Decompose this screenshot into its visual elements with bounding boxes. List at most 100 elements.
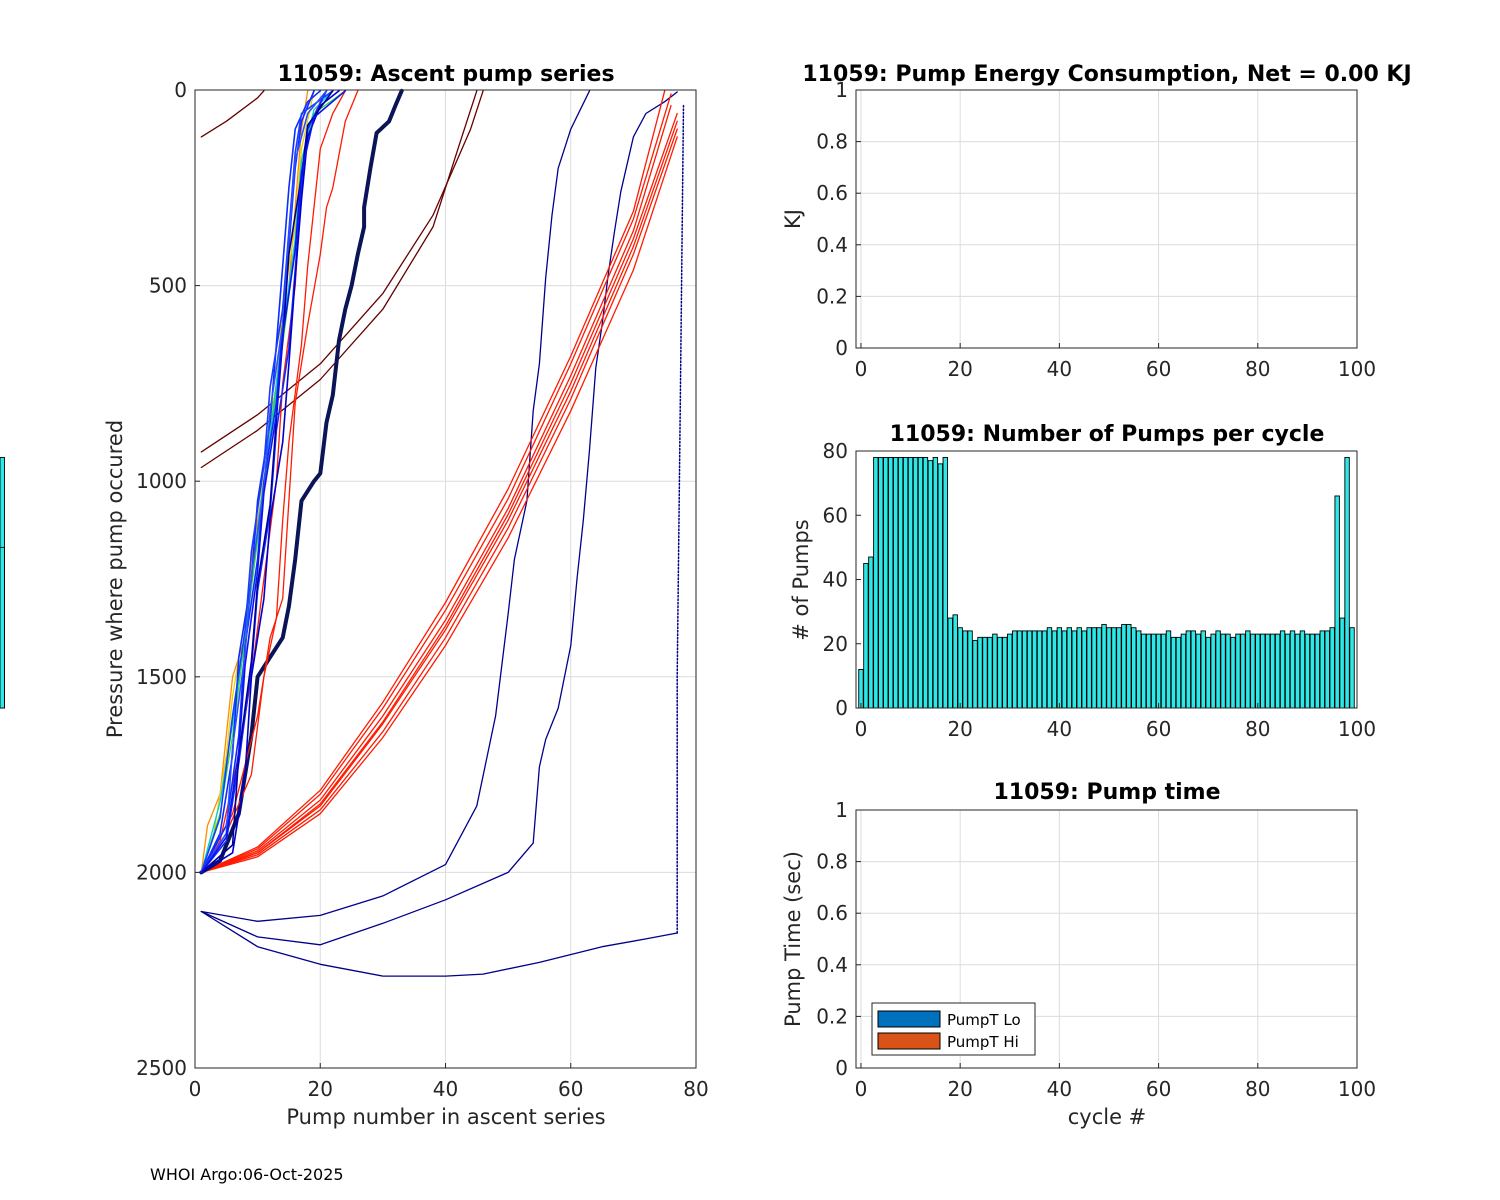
energy-ytick-label-5: 1 <box>835 78 848 102</box>
pumps-bar-18 <box>947 617 953 709</box>
pumps-bar-43 <box>1071 630 1077 709</box>
ascent-xtick-label-3: 60 <box>558 1077 583 1101</box>
pumps-ytick-label-2: 40 <box>823 568 848 592</box>
legend-label-pumpt-hi: PumpT Hi <box>947 1033 1019 1051</box>
pumps-bar-21 <box>962 630 968 709</box>
pumps-bar-28 <box>997 636 1003 709</box>
pumps-bar-11 <box>912 456 919 709</box>
pumps-xtick-label-4: 80 <box>1245 717 1270 741</box>
pumps-bar-7 <box>893 456 899 709</box>
ascent-ytick-label-5: 2500 <box>136 1056 187 1080</box>
pumps-bar-42 <box>1066 627 1072 709</box>
pumps-ticks: 0 20 40 60 80 100 0 20 40 60 80 <box>823 439 1377 741</box>
pumps-title: 11059: Number of Pumps per cycle <box>890 422 1325 447</box>
pumptime-legend[interactable]: PumpT Lo PumpT Hi <box>871 1002 1036 1056</box>
pumps-bar-undefined <box>0 546 5 709</box>
pumps-bar-92 <box>1314 633 1320 709</box>
pumps-bar-91 <box>1309 633 1316 709</box>
pumps-bar-4 <box>878 456 884 709</box>
pumps-bar-52 <box>1116 627 1122 709</box>
pumps-xtick-label-2: 40 <box>1047 717 1072 741</box>
pumps-bar-58 <box>1145 633 1152 709</box>
series-thick-navy <box>199 88 404 875</box>
pumps-bar-33 <box>1021 630 1028 709</box>
pumps-bar-54 <box>1126 624 1132 709</box>
pumps-bar-44 <box>1076 627 1082 709</box>
pumps-bar-34 <box>1026 630 1033 709</box>
pumptime-xtick-label-4: 80 <box>1245 1077 1270 1101</box>
pumps-bar-5 <box>883 456 889 709</box>
ascent-xtick-label-4: 80 <box>683 1077 708 1101</box>
pumps-bar-36 <box>1036 630 1043 709</box>
ascent-ytick-label-3: 1500 <box>136 665 187 689</box>
pumptime-xtick-label-3: 60 <box>1146 1077 1171 1101</box>
energy-ytick-label-3: 0.6 <box>816 181 848 205</box>
pumps-ylabel: # of Pumps <box>789 519 813 641</box>
pumps-bar-89 <box>1299 630 1306 709</box>
pumps-bar-86 <box>1284 633 1291 709</box>
series-blue-8 <box>200 90 347 874</box>
ascent-ytick-label-2: 1000 <box>136 469 187 493</box>
series-darkred-1 <box>200 90 484 453</box>
pumps-bar-93 <box>1319 630 1325 709</box>
series-blue-5 <box>200 90 340 874</box>
pumptime-title: 11059: Pump time <box>993 780 1220 805</box>
energy-ytick-label-0: 0 <box>835 336 848 360</box>
pumps-bar-31 <box>1012 630 1018 709</box>
pumps-bar-59 <box>1150 633 1157 709</box>
pumptime-ytick-label-4: 0.8 <box>816 850 848 874</box>
pumps-bar-63 <box>1170 636 1177 709</box>
pumps-bar-70 <box>1205 636 1211 709</box>
pumps-bar-76 <box>1235 633 1241 709</box>
pumptime-ytick-label-1: 0.2 <box>816 1004 848 1028</box>
pumps-bar-73 <box>1220 633 1226 709</box>
pumps-bar-60 <box>1155 633 1162 709</box>
legend-label-pumpt-lo: PumpT Lo <box>947 1011 1021 1029</box>
energy-xtick-label-0: 0 <box>855 357 868 381</box>
pumps-bar-53 <box>1121 624 1127 709</box>
pumps-xtick-label-0: 0 <box>855 717 868 741</box>
ascent-xlabel: Pump number in ascent series <box>286 1105 605 1129</box>
pumps-bar-12 <box>917 456 924 709</box>
pumps-ytick-label-1: 20 <box>823 632 848 656</box>
series-deep-a <box>200 90 591 922</box>
pumps-bar-56 <box>1136 630 1142 709</box>
pumps-bar-88 <box>1294 633 1301 709</box>
pumps-bar-95 <box>1329 627 1335 709</box>
pumps-bar-46 <box>1086 627 1092 709</box>
pumps-bar-67 <box>1190 630 1196 709</box>
pumps-bar-61 <box>1160 633 1167 709</box>
ascent-ylabel: Pressure where pump occured <box>103 420 127 738</box>
pumps-bar-99 <box>1349 627 1355 709</box>
pumps-bar-55 <box>1131 627 1137 709</box>
pumps-ytick-label-0: 0 <box>835 696 848 720</box>
energy-xtick-label-1: 20 <box>947 357 972 381</box>
pumps-bar-17 <box>942 456 948 709</box>
pumps-bar-27 <box>992 633 998 709</box>
energy-xtick-label-2: 40 <box>1047 357 1072 381</box>
series-deep-c-end <box>676 104 685 934</box>
pumptime-chart: 0 20 40 60 80 100 0 0.2 0.4 0.6 0.8 1 11059: Pump t… <box>781 780 1376 1129</box>
series-blue-4 <box>200 90 334 874</box>
series-red-steep-1 <box>200 90 346 874</box>
pumps-bar-13 <box>922 456 929 709</box>
series-red-3 <box>200 104 672 874</box>
pumps-bar-47 <box>1091 627 1097 709</box>
pumps-bar-35 <box>1031 630 1038 709</box>
series-red-6 <box>200 112 678 874</box>
pumps-bar-81 <box>1260 633 1266 709</box>
pumps-bar-49 <box>1101 624 1107 709</box>
energy-ytick-label-4: 0.8 <box>816 130 848 154</box>
pumps-bar-1 <box>863 562 869 709</box>
pumps-bar-77 <box>1240 633 1246 709</box>
energy-plot-area <box>856 90 1357 348</box>
pumps-xtick-label-5: 100 <box>1338 717 1376 741</box>
pumptime-xtick-label-5: 100 <box>1338 1077 1376 1101</box>
pumps-bar-0 <box>858 669 864 709</box>
series-blue-6 <box>200 90 328 874</box>
pumps-bar-39 <box>1051 630 1058 709</box>
pumps-bar-10 <box>907 456 914 709</box>
pumptime-xtick-label-2: 40 <box>1047 1077 1072 1101</box>
